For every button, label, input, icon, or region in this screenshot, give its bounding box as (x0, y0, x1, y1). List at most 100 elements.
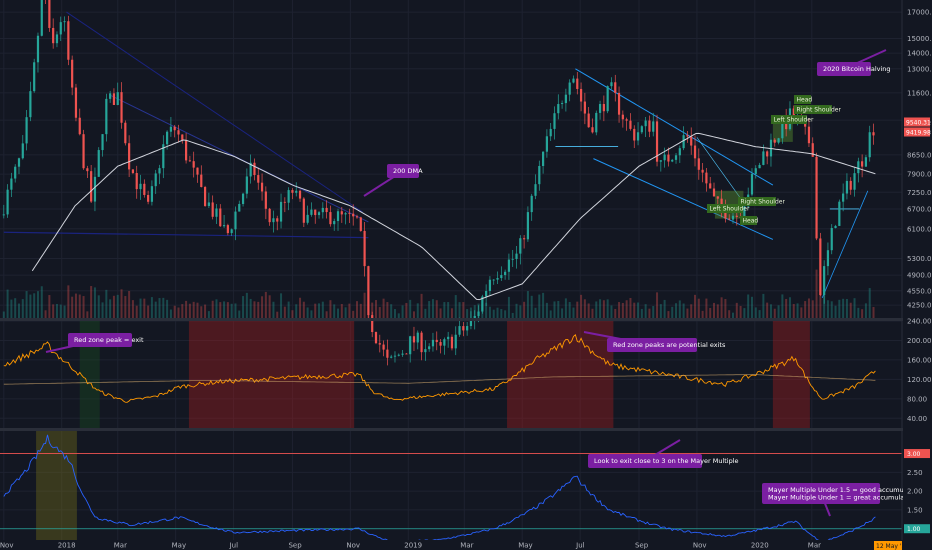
volume-bar (139, 298, 142, 318)
series-lines (2, 0, 876, 543)
pattern-label: Left Shoulder (774, 117, 814, 124)
volume-bar (219, 302, 222, 318)
candle-body (845, 180, 849, 194)
volume-bar (287, 301, 290, 318)
candle-body (481, 296, 484, 312)
candle-body (200, 174, 203, 188)
candle-body (203, 187, 207, 206)
volume-bar (196, 302, 199, 318)
candle-body (655, 121, 659, 162)
volume-bar (716, 304, 719, 318)
candle-body (557, 104, 560, 114)
candle-body (112, 93, 116, 106)
volume-bar (169, 309, 172, 318)
volume-bar (329, 300, 332, 318)
volume-bar (261, 296, 264, 318)
candle-body (644, 120, 647, 127)
volume-bar (185, 300, 188, 318)
candle-body (162, 144, 165, 169)
volume-bar (735, 302, 738, 318)
volume-bar (120, 289, 123, 318)
candle-body (830, 228, 833, 251)
volume-bar (591, 308, 594, 318)
volume-bar (352, 310, 355, 318)
candle-body (583, 101, 586, 114)
volume-bar (728, 310, 731, 318)
candle-body (606, 86, 609, 112)
volume-bar (678, 300, 681, 318)
candle-body (553, 113, 556, 129)
candle-body (283, 201, 286, 203)
volume-bar (215, 299, 218, 318)
x-tick-label: Nov (693, 542, 707, 550)
candle-body (842, 193, 845, 202)
candle-body (78, 117, 81, 135)
candle-body (33, 62, 36, 92)
volume-bar (192, 301, 195, 318)
candle-body (109, 93, 112, 99)
volume-bar (424, 308, 427, 318)
candle-body (709, 183, 712, 189)
volume-bar (135, 305, 138, 318)
volume-bar (154, 301, 157, 318)
current-date-tag-box (874, 541, 902, 550)
candle-body (674, 155, 678, 160)
candle-body (90, 171, 93, 202)
volume-bar (310, 310, 313, 318)
candle-body (378, 343, 381, 345)
candle-body (192, 161, 195, 168)
volume-bar (644, 304, 647, 318)
y-tick-label: 6100.00 (907, 225, 932, 233)
candle-body (602, 104, 605, 112)
volume-bar (124, 296, 127, 318)
candle-body (815, 156, 818, 239)
candle-body (462, 326, 465, 331)
volume-bar (872, 307, 875, 318)
candle-body (595, 112, 598, 133)
candle-body (485, 290, 488, 297)
volume-bar (557, 300, 560, 318)
volume-bar (67, 285, 70, 318)
volume-bar (147, 305, 150, 318)
volume-bar (549, 310, 552, 318)
volume-bar (283, 306, 286, 318)
candle-body (249, 162, 252, 177)
volume-bar (10, 299, 13, 318)
price-tag-box (904, 127, 930, 137)
accumulation-callout-text: Mayer Multiple Under 1.5 = good accumula… (768, 486, 922, 494)
y-tick-label: 80.00 (907, 395, 927, 403)
downtrend-line (66, 11, 363, 213)
volume-bar (101, 302, 104, 318)
volume-bar (864, 303, 867, 318)
candle-body (625, 119, 628, 121)
candle-body (560, 103, 564, 105)
candle-body (150, 186, 154, 202)
volume-bar (625, 300, 628, 318)
level-tag-box (904, 524, 930, 534)
volume-bar (382, 298, 385, 318)
recovery-line (821, 190, 869, 299)
volume-bar (766, 302, 769, 318)
volume-bar (306, 307, 309, 318)
volume-bar (663, 299, 666, 318)
candle-body (431, 339, 435, 347)
candle-body (333, 221, 336, 225)
volume-bar (223, 301, 226, 318)
volume-bar (416, 303, 419, 318)
mayer-multiple-line (3, 434, 876, 543)
x-tick-label: 2019 (404, 542, 422, 550)
y-tick-label: 240.00 (907, 318, 932, 326)
candle-body (298, 190, 302, 199)
volume-bar (238, 310, 241, 318)
volume-bar (629, 297, 632, 318)
peak-zone (36, 431, 77, 540)
x-tick-label: Mar (460, 542, 473, 550)
volume-bar (428, 301, 431, 318)
candle-body (226, 225, 229, 234)
candle-body (40, 0, 43, 36)
y-tick-label: 2.50 (907, 469, 923, 477)
y-axis-background (903, 0, 932, 540)
ratio-average-line (3, 374, 876, 385)
